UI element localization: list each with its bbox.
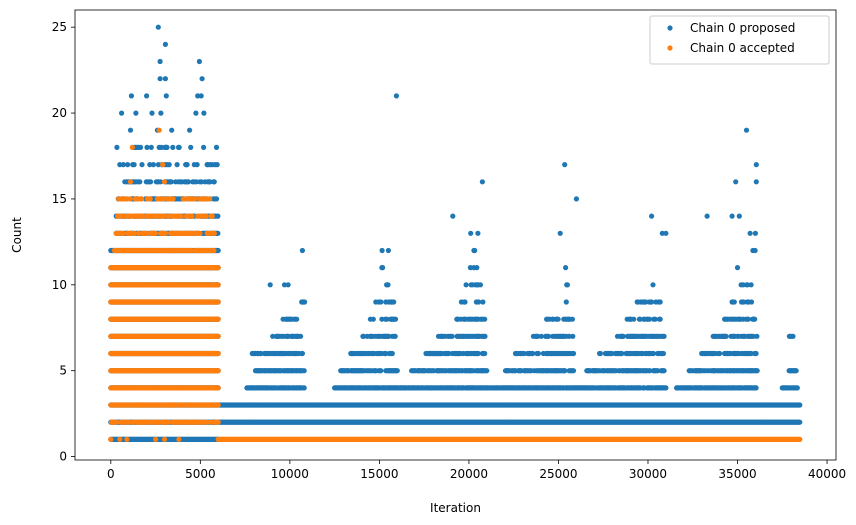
proposed-point [660, 350, 667, 357]
proposed-point [188, 144, 194, 150]
proposed-point [391, 299, 397, 305]
proposed-point [472, 247, 478, 254]
proposed-point [570, 368, 577, 374]
proposed-point [663, 385, 669, 391]
proposed-point [570, 350, 577, 357]
proposed-point [184, 162, 190, 168]
proposed-point [150, 162, 156, 168]
proposed-point [480, 299, 486, 305]
proposed-point [139, 162, 145, 168]
proposed-point [301, 385, 307, 391]
proposed-point [797, 419, 803, 425]
proposed-point [378, 368, 384, 374]
proposed-point [380, 265, 386, 271]
proposed-point [176, 144, 182, 150]
proposed-point [463, 282, 469, 288]
proposed-point [166, 162, 172, 168]
proposed-point [114, 144, 120, 150]
proposed-point [563, 265, 569, 271]
proposed-point [214, 162, 220, 168]
proposed-point [174, 162, 180, 168]
proposed-point [482, 316, 488, 322]
proposed-point [298, 333, 304, 339]
proposed-point [385, 282, 391, 288]
proposed-point [392, 316, 399, 322]
proposed-point [394, 368, 400, 374]
proposed-point [170, 144, 176, 150]
proposed-point [299, 350, 305, 357]
proposed-point [449, 333, 455, 339]
proposed-point [213, 196, 220, 202]
proposed-point [148, 179, 154, 185]
proposed-point [661, 368, 667, 374]
proposed-point [302, 299, 308, 305]
proposed-point [484, 368, 490, 374]
proposed-point [563, 299, 569, 305]
proposed-point [389, 350, 395, 357]
proposed-point [535, 350, 542, 357]
proposed-point [137, 144, 144, 150]
proposed-point [378, 299, 384, 305]
proposed-point [301, 368, 307, 374]
proposed-point [570, 333, 576, 339]
proposed-point [477, 282, 483, 288]
proposed-point [164, 144, 170, 150]
proposed-point [564, 282, 571, 288]
proposed-point [482, 350, 488, 357]
proposed-point [462, 299, 468, 305]
proposed-point [370, 316, 376, 322]
proposed-point [474, 265, 480, 271]
proposed-point [555, 316, 561, 322]
proposed-point [131, 162, 137, 168]
proposed-point [148, 144, 154, 150]
proposed-point [597, 350, 604, 357]
proposed-point [215, 213, 221, 219]
proposed-point [392, 333, 398, 339]
proposed-point [569, 316, 576, 322]
proposed-point [125, 162, 131, 168]
proposed-point [482, 333, 488, 339]
proposed-point [213, 144, 220, 150]
proposed-point [137, 179, 143, 185]
proposed-point [797, 402, 803, 408]
proposed-point [194, 162, 200, 168]
proposed-point [201, 144, 207, 150]
proposed-point [211, 179, 217, 185]
proposed-point [294, 316, 300, 322]
